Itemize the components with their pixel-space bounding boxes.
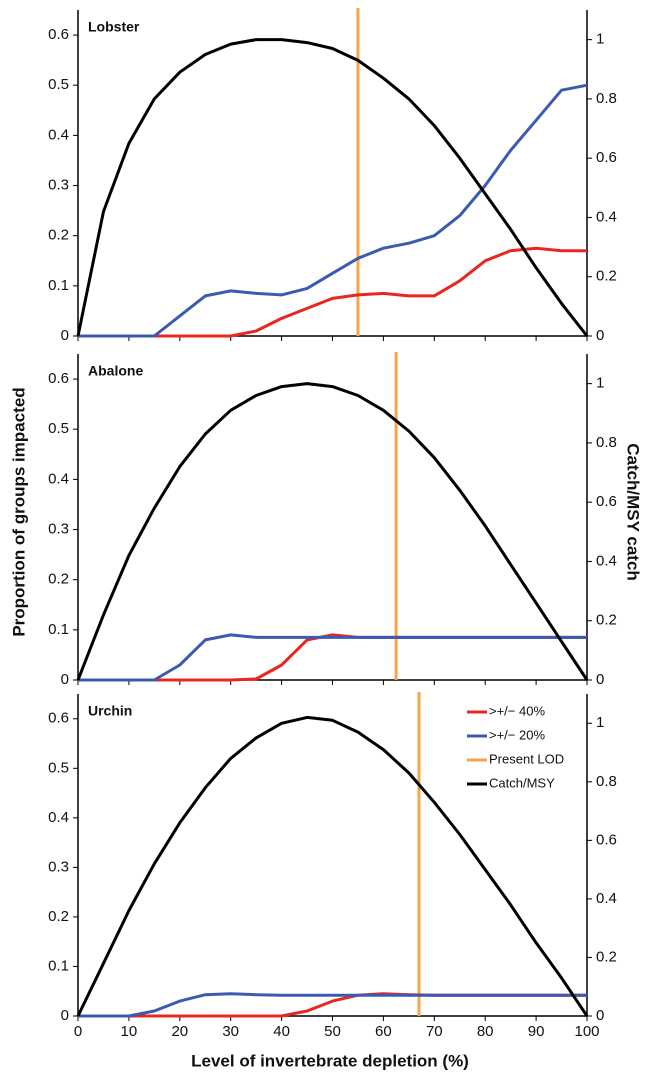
series-line [78,246,587,338]
x-axis-label: Level of invertebrate depletion (%) [191,1051,469,1070]
y-tick-label: 0 [61,327,69,344]
y-tick-label: 0.2 [48,227,69,244]
y-tick-label: 0.4 [48,809,69,826]
panel-title: Abalone [88,363,143,379]
panel-title: Lobster [88,19,140,35]
x-tick-label: 70 [426,1023,443,1040]
y2-tick-label: 0.2 [596,612,617,629]
series-line [78,992,587,1018]
legend-label: >+/− 20% [489,727,545,742]
series-line [78,83,588,338]
series-line [76,715,589,1017]
legend-label: Catch/MSY [489,775,555,790]
y2-tick-label: 0.4 [596,208,617,225]
y-tick-label: 0.6 [48,370,69,387]
y-tick-label: 0.6 [48,26,69,43]
series-line [78,633,587,682]
series-line [78,992,587,1018]
x-tick-label: 0 [74,1023,82,1040]
y-tick-label: 0.3 [48,177,69,194]
y2-tick-label: 0.6 [596,493,617,510]
y2-tick-label: 0 [596,671,604,688]
y2-tick-label: 0.4 [596,552,617,569]
x-tick-label: 60 [375,1023,392,1040]
y2-tick-label: 0.8 [596,434,617,451]
y-tick-label: 0.3 [48,858,69,875]
x-tick-label: 40 [273,1023,290,1040]
y2-tick-label: 0.8 [596,773,617,790]
y2-tick-label: 0.4 [596,890,617,907]
y2-tick-label: 0 [596,327,604,344]
x-tick-label: 30 [222,1023,239,1040]
x-tick-label: 20 [171,1023,188,1040]
y2-tick-label: 0.6 [596,149,617,166]
y2-tick-label: 1 [596,31,604,48]
y2-tick-label: 1 [596,375,604,392]
y2-tick-label: 0.8 [596,90,617,107]
y-tick-label: 0.5 [48,76,69,93]
y2-tick-label: 0.6 [596,831,617,848]
y2-tick-label: 1 [596,714,604,731]
y-tick-label: 0.1 [48,957,69,974]
series-line [76,382,589,681]
y-tick-label: 0 [61,1007,69,1024]
y-tick-label: 0.3 [48,521,69,538]
y-tick-label: 0.2 [48,908,69,925]
y-tick-label: 0.4 [48,126,69,143]
x-tick-label: 80 [477,1023,494,1040]
legend-label: Present LOD [489,751,564,766]
series-line [76,38,589,337]
y2-tick-label: 0 [596,1007,604,1024]
series-line [78,633,587,682]
legend-label: >+/− 40% [489,703,545,718]
y-tick-label: 0.4 [48,470,69,487]
x-tick-label: 90 [528,1023,545,1040]
x-tick-label: 50 [324,1023,341,1040]
panel-title: Urchin [88,703,132,719]
y2-tick-label: 0.2 [596,268,617,285]
x-tick-label: 10 [121,1023,138,1040]
x-tick-label: 100 [574,1023,599,1040]
y-tick-label: 0.1 [48,621,69,638]
y2-tick-label: 0.2 [596,948,617,965]
y-tick-label: 0.1 [48,277,69,294]
y-tick-label: 0.6 [48,710,69,727]
y-axis-label: Proportion of groups impacted [9,387,28,636]
y-tick-label: 0.5 [48,420,69,437]
y2-axis-label: Catch/MSY catch [624,443,643,581]
y-tick-label: 0.2 [48,571,69,588]
y-tick-label: 0 [61,671,69,688]
y-tick-label: 0.5 [48,759,69,776]
